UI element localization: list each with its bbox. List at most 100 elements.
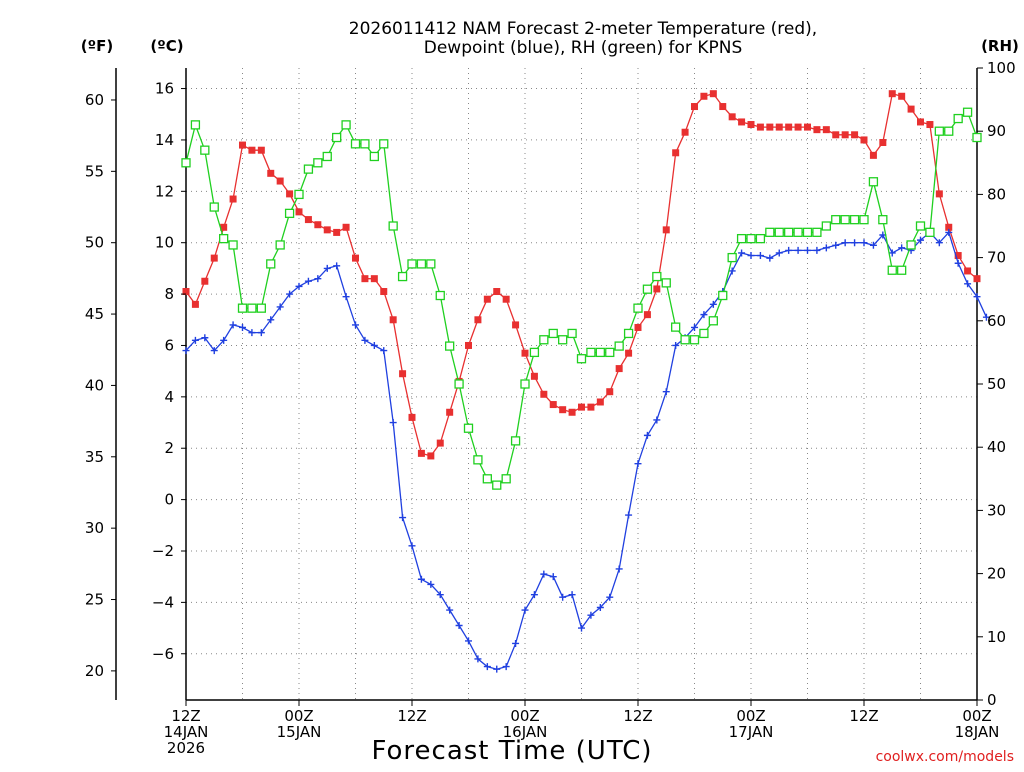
- temperature-point: [182, 288, 190, 296]
- temperature-point: [370, 275, 378, 283]
- temperature-point: [257, 146, 265, 154]
- celsius-tick-label: −6: [152, 645, 174, 663]
- rh-point: [388, 221, 398, 231]
- rh-tick-label: 70: [987, 249, 1006, 267]
- dewpoint-point: [483, 663, 491, 671]
- dewpoint-point: [474, 655, 482, 663]
- temperature-point: [907, 105, 915, 113]
- dewpoint-point: [587, 611, 595, 619]
- x-tick-label: 18JAN: [955, 723, 1000, 741]
- rh-point: [379, 139, 389, 149]
- dewpoint-point: [182, 347, 190, 355]
- rh-tick-label: 0: [987, 691, 997, 709]
- rh-point: [520, 379, 530, 389]
- rh-point: [492, 480, 502, 490]
- x-tick-label: 00Z: [736, 707, 765, 725]
- dewpoint-point: [568, 591, 576, 599]
- dewpoint-point: [417, 575, 425, 583]
- dewpoint-point: [851, 239, 859, 247]
- dewpoint-point: [822, 244, 830, 252]
- dewpoint-point: [672, 341, 680, 349]
- rh-point: [567, 328, 577, 339]
- dewpoint-point: [304, 277, 312, 285]
- dewpoint-point: [596, 604, 604, 612]
- dewpoint-point: [653, 416, 661, 424]
- dewpoint-point: [785, 246, 793, 254]
- rh-point: [887, 265, 897, 275]
- rh-point: [661, 278, 671, 288]
- rh-point: [181, 158, 191, 168]
- rh-point: [341, 120, 351, 130]
- x-tick-label: 00Z: [510, 707, 539, 725]
- dewpoint-point: [935, 239, 943, 247]
- rh-point: [445, 341, 455, 351]
- dewpoint-point: [549, 573, 557, 581]
- rh-point: [793, 227, 803, 237]
- rh-point: [953, 113, 963, 124]
- temperature-point: [653, 285, 661, 293]
- celsius-tick-label: −2: [152, 542, 174, 560]
- rh-point: [294, 189, 304, 200]
- dewpoint-point: [333, 262, 341, 270]
- celsius-tick-label: 14: [155, 131, 174, 149]
- x-tick-label: 2026: [167, 739, 205, 757]
- temperature-point: [295, 208, 303, 216]
- temperature-point: [822, 126, 830, 134]
- rh-point: [473, 455, 483, 465]
- rh-point: [397, 271, 408, 282]
- temperature-point: [606, 388, 614, 396]
- dewpoint-point: [709, 300, 717, 308]
- temperature-point: [935, 190, 943, 198]
- dewpoint-point: [493, 665, 501, 673]
- rh-tick-label: 30: [987, 501, 1006, 519]
- temperature-point: [794, 123, 802, 131]
- rh-point: [812, 227, 822, 237]
- temperature-point: [738, 118, 746, 126]
- rh-point: [746, 233, 756, 244]
- dewpoint-point: [521, 606, 529, 614]
- dewpoint-point: [625, 511, 633, 519]
- temperature-point: [587, 403, 595, 411]
- rh-point: [633, 303, 643, 313]
- temperature-point: [568, 408, 576, 416]
- rh-point: [897, 265, 907, 275]
- x-tick-label: 00Z: [962, 707, 991, 725]
- rh-point: [972, 132, 982, 143]
- dewpoint-point: [964, 280, 972, 288]
- temperature-point: [540, 390, 548, 398]
- rh-markers: [181, 107, 982, 490]
- temperature-point: [964, 267, 972, 275]
- dewpoint-line: [185, 231, 987, 670]
- dewpoint-point: [917, 236, 924, 244]
- celsius-tick-label: 16: [155, 80, 174, 98]
- temperature-point: [417, 449, 425, 457]
- x-tick-label: 15JAN: [277, 723, 322, 741]
- rh-point: [671, 322, 681, 332]
- temperature-point: [832, 131, 840, 139]
- dewpoint-point: [794, 246, 802, 254]
- rh-point: [727, 252, 737, 263]
- x-tick-label: 12Z: [849, 707, 878, 725]
- dewpoint-point: [352, 321, 359, 329]
- rh-point: [548, 328, 558, 339]
- temperature-point: [502, 295, 510, 303]
- rh-tick-label: 20: [987, 565, 1006, 583]
- rh-tick-label: 100: [987, 59, 1016, 77]
- rh-point: [595, 347, 605, 358]
- chart-title-line2: Dewpoint (blue), RH (green) for KPNS: [424, 38, 742, 58]
- dewpoint-point: [239, 323, 246, 331]
- temperature-point: [643, 311, 651, 319]
- dewpoint-point: [399, 514, 407, 522]
- rh-point: [906, 240, 916, 250]
- rh-point: [529, 347, 540, 358]
- celsius-tick-label: −4: [152, 593, 174, 611]
- dewpoint-markers: [182, 228, 990, 673]
- temperature-point: [917, 118, 924, 126]
- rh-point: [303, 164, 314, 174]
- temperature-point: [926, 121, 934, 129]
- temperature-point: [945, 223, 953, 231]
- rh-point: [416, 259, 427, 269]
- temperature-point: [954, 252, 962, 260]
- rh-point: [859, 215, 869, 225]
